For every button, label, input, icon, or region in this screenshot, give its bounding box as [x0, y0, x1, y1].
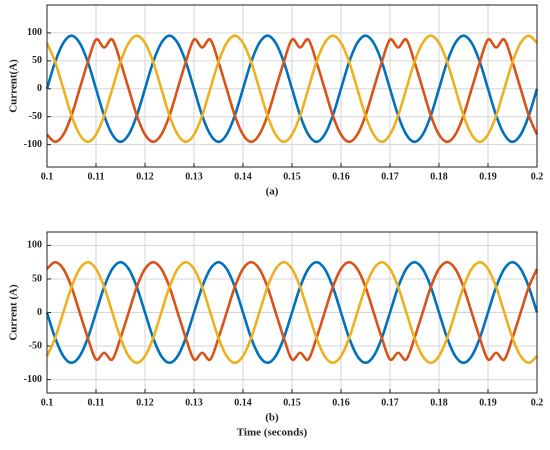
- y-tick-label: 0: [37, 83, 42, 94]
- plot-frame: [46, 4, 538, 168]
- series-line: [45, 34, 538, 144]
- y-tick-label: -50: [29, 340, 42, 351]
- subplot-label: (a): [266, 186, 279, 198]
- x-tick-label: 0.16: [332, 171, 350, 182]
- y-tick-label: 0: [37, 307, 42, 318]
- x-tick-label: 0.19: [479, 171, 497, 182]
- x-tick-label: 0.12: [136, 171, 154, 182]
- x-tick-label: 0.2: [531, 171, 544, 182]
- y-axis-label: Current(A): [8, 59, 20, 113]
- x-tick-label: 0.11: [88, 397, 105, 408]
- x-tick-label: 0.19: [479, 397, 497, 408]
- y-tick-label: -100: [24, 374, 42, 385]
- x-tick-label: 0.13: [185, 171, 203, 182]
- y-axis-label: Current (A): [8, 284, 20, 341]
- x-tick-label: 0.15: [283, 397, 301, 408]
- x-tick-label: 0.12: [136, 397, 154, 408]
- x-tick-label: 0.14: [234, 171, 252, 182]
- y-tick-label: -50: [29, 111, 42, 122]
- x-tick-label: 0.14: [234, 397, 252, 408]
- series-line: [45, 34, 539, 144]
- x-tick-label: 0.11: [88, 171, 105, 182]
- plot-frame: [46, 231, 538, 394]
- y-tick-label: 50: [32, 55, 42, 66]
- x-tick-label: 0.1: [41, 397, 54, 408]
- y-tick-label: 100: [27, 27, 42, 38]
- x-tick-label: 0.18: [430, 171, 448, 182]
- series-line: [45, 260, 539, 365]
- series-line: [46, 37, 539, 144]
- x-tick-label: 0.15: [283, 171, 301, 182]
- series-line: [46, 260, 539, 362]
- series-line: [45, 260, 538, 365]
- y-tick-label: 100: [27, 240, 42, 251]
- x-tick-label: 0.1: [41, 171, 54, 182]
- y-tick-label: 50: [32, 273, 42, 284]
- x-tick-label: 0.16: [332, 397, 350, 408]
- x-tick-label: 0.17: [381, 397, 399, 408]
- x-tick-label: 0.17: [381, 171, 399, 182]
- x-tick-label: 0.18: [430, 397, 448, 408]
- y-tick-label: -100: [24, 139, 42, 150]
- x-axis-label: Time (seconds): [237, 427, 308, 439]
- subplot-label: (b): [265, 412, 279, 424]
- x-tick-label: 0.2: [531, 397, 544, 408]
- x-tick-label: 0.13: [185, 397, 203, 408]
